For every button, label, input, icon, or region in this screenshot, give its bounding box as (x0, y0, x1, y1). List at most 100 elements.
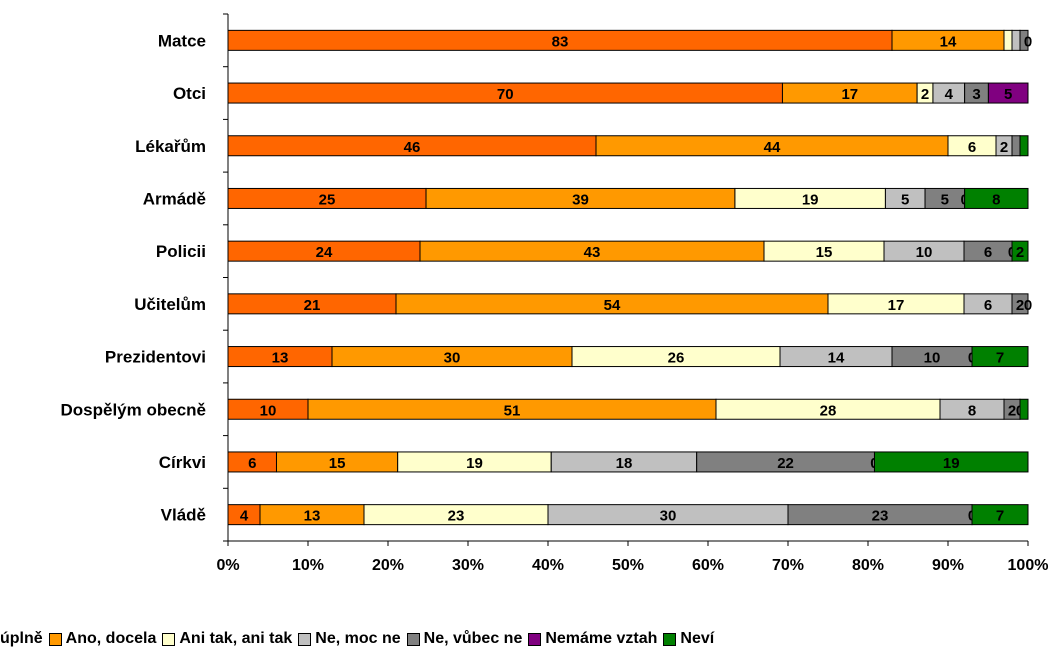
data-label: 83 (552, 33, 569, 50)
legend-label: Ne, moc ne (315, 630, 401, 647)
data-label: 2 (921, 86, 929, 103)
bar-segment (1019, 398, 1029, 420)
data-label: 3 (972, 86, 980, 103)
bar-segment (1019, 135, 1029, 157)
legend-item: úplně (0, 630, 43, 648)
x-tick-label: 60% (692, 557, 724, 574)
legend-item: Ano, docela (48, 630, 157, 648)
category-label: Vládě (161, 506, 206, 525)
legend-item: Ne, vůbec ne (406, 630, 523, 648)
data-label: 26 (668, 350, 685, 367)
bar-segment (1011, 29, 1021, 51)
legend-label: Neví (680, 630, 715, 647)
bar-segment (964, 187, 1029, 209)
legend-item: Neví (663, 630, 714, 648)
legend-label: Ne, vůbec ne (423, 630, 523, 647)
data-label: 8 (992, 191, 1000, 208)
bar-segment (873, 451, 1029, 473)
bar-segment (987, 82, 1029, 104)
data-label: 13 (304, 508, 321, 525)
x-tick-label: 80% (852, 557, 884, 574)
category-label: Otci (173, 84, 206, 103)
data-label: 17 (841, 86, 858, 103)
data-label: 25 (319, 191, 336, 208)
legend-swatch (406, 632, 420, 646)
data-label: 2 (1008, 402, 1016, 419)
legend-label: Ani tak, ani tak (179, 630, 293, 647)
x-tick-label: 20% (372, 557, 404, 574)
legend-swatch (298, 632, 312, 646)
x-tick-label: 30% (452, 557, 484, 574)
data-label: 10 (916, 244, 933, 261)
category-label: Armádě (143, 189, 206, 208)
legend-swatch (528, 632, 542, 646)
legend-item: Ne, moc ne (298, 630, 401, 648)
category-label: Církvi (159, 453, 206, 472)
data-label: 2 (1000, 139, 1008, 156)
legend-label: úplně (0, 630, 43, 647)
data-label: 5 (1004, 86, 1012, 103)
x-tick-label: 50% (612, 557, 644, 574)
data-label: 44 (764, 139, 781, 156)
data-label: 6 (984, 244, 992, 261)
data-label: 6 (984, 297, 992, 314)
data-label: 30 (660, 508, 677, 525)
data-label: 19 (802, 191, 819, 208)
data-label: 14 (940, 33, 957, 50)
legend-label: Nemáme vztah (545, 630, 658, 647)
category-label: Policii (156, 242, 206, 261)
category-label: Lékařům (135, 137, 206, 156)
data-label: 30 (444, 350, 461, 367)
data-label: 70 (497, 86, 514, 103)
data-label: 2 (1016, 297, 1024, 314)
legend-item: Nemáme vztah (528, 630, 657, 648)
data-label: 46 (404, 139, 421, 156)
data-label: 6 (248, 455, 256, 472)
data-label: 0 (1024, 297, 1032, 314)
bar-segment (1019, 29, 1029, 51)
data-label: 6 (968, 139, 976, 156)
legend-label: Ano, docela (65, 630, 157, 647)
legend-swatch (162, 632, 176, 646)
data-label: 39 (572, 191, 589, 208)
data-label: 0 (1024, 33, 1032, 50)
data-label: 22 (777, 455, 794, 472)
legend-swatch (48, 632, 62, 646)
data-label: 5 (901, 191, 909, 208)
x-tick-label: 0% (216, 557, 239, 574)
data-label: 10 (260, 402, 277, 419)
data-label: 54 (604, 297, 621, 314)
chart-legend: úplně Ano, docela Ani tak, ani tak Ne, moc … (0, 630, 720, 648)
data-label: 7 (996, 508, 1004, 525)
bar-segment (1011, 240, 1029, 262)
data-label: 8 (968, 402, 976, 419)
data-label: 51 (504, 402, 521, 419)
x-tick-label: 40% (532, 557, 564, 574)
data-label: 18 (616, 455, 633, 472)
category-label: Učitelům (134, 295, 206, 314)
data-label: 13 (272, 350, 289, 367)
legend-swatch (663, 632, 677, 646)
data-label: 4 (945, 86, 954, 103)
bar-segment (1011, 135, 1021, 157)
data-label: 17 (888, 297, 905, 314)
data-label: 10 (924, 350, 941, 367)
data-label: 19 (466, 455, 483, 472)
data-label: 24 (316, 244, 333, 261)
data-label: 23 (448, 508, 465, 525)
legend-item: Ani tak, ani tak (162, 630, 292, 648)
data-label: 19 (943, 455, 960, 472)
category-label: Matce (158, 31, 206, 50)
data-label: 4 (240, 508, 249, 525)
data-label: 15 (329, 455, 346, 472)
data-label: 21 (304, 297, 321, 314)
stacked-bar-chart: 0% 10% 20% 30% 40% 50% 60% 70% 80% 90% 100%Matce 83… (61, 13, 1049, 574)
bar-segment (971, 346, 1029, 368)
x-tick-label: 10% (292, 557, 324, 574)
bar-segment (971, 504, 1029, 526)
x-tick-label: 100% (1008, 557, 1049, 574)
bar-segment (1003, 29, 1013, 51)
data-label: 43 (584, 244, 601, 261)
category-label: Dospělým obecně (61, 400, 207, 419)
bar-segment (1011, 293, 1029, 315)
